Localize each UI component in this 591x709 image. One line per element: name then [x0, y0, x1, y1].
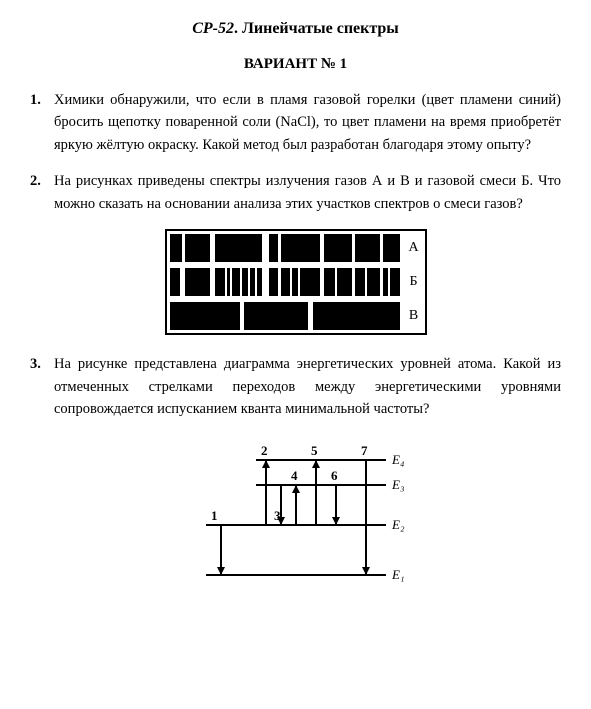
arrowhead-icon	[217, 567, 225, 575]
spectrum-label: Б	[403, 274, 425, 290]
spectral-line	[210, 268, 215, 296]
spectrum-bar	[170, 234, 400, 262]
spectral-line	[352, 234, 355, 262]
spectral-line	[298, 268, 300, 296]
arrowhead-icon	[332, 517, 340, 525]
question-3: 3. На рисунке представлена диаграмма эне…	[30, 353, 561, 420]
spectra-box: А Б В	[165, 229, 427, 335]
energy-diagram: E₁ E₂ E₃ E₄ 1 2 3 456 7	[166, 435, 426, 585]
spectrum-bar	[170, 302, 400, 330]
spectral-line	[182, 234, 185, 262]
energy-level-label: E₂	[391, 517, 405, 532]
spectral-line	[365, 268, 367, 296]
spectrum-bar	[170, 268, 400, 296]
arrow-number: 4	[291, 468, 298, 483]
spectral-line	[320, 234, 324, 262]
spectral-line	[380, 234, 383, 262]
page: СР-52. Линейчатые спектры ВАРИАНТ № 1 1.…	[0, 0, 591, 623]
spectral-line	[230, 268, 232, 296]
arrow-number: 2	[261, 443, 268, 458]
question-text: Химики обнаружили, что если в пламя газо…	[54, 89, 561, 156]
arrowhead-icon	[312, 460, 320, 468]
question-text: На рисунках приведены спектры излучения …	[54, 170, 561, 215]
arrowhead-icon	[362, 567, 370, 575]
spectrum-label: В	[403, 308, 425, 324]
spectral-line	[320, 268, 324, 296]
spectra-figure: А Б В	[30, 229, 561, 335]
page-title: СР-52. Линейчатые спектры	[30, 20, 561, 38]
question-num: 1.	[30, 89, 54, 156]
arrowhead-icon	[292, 485, 300, 493]
arrow-number: 3	[274, 508, 281, 523]
spectral-line	[255, 268, 257, 296]
spectral-line	[352, 268, 355, 296]
question-2: 2. На рисунках приведены спектры излучен…	[30, 170, 561, 215]
energy-diagram-figure: E₁ E₂ E₃ E₄ 1 2 3 456 7	[30, 435, 561, 585]
question-text: На рисунке представлена диаграмма энерге…	[54, 353, 561, 420]
spectral-line	[240, 302, 244, 330]
question-num: 2.	[30, 170, 54, 215]
spectral-line	[335, 268, 337, 296]
spectral-line	[182, 268, 185, 296]
arrow-number: 6	[331, 468, 338, 483]
header-code: СР-52	[192, 20, 234, 37]
spectral-line	[308, 302, 313, 330]
arrow-number: 5	[311, 443, 318, 458]
energy-level-label: E₄	[391, 452, 405, 467]
variant-label: ВАРИАНТ № 1	[30, 56, 561, 73]
spectral-line	[290, 268, 292, 296]
arrow-number: 7	[361, 443, 368, 458]
question-num: 3.	[30, 353, 54, 420]
header-title: Линейчатые спектры	[242, 20, 399, 37]
spectral-line	[225, 268, 227, 296]
spectrum-row: Б	[167, 265, 425, 299]
energy-level-label: E₁	[391, 567, 404, 582]
question-1: 1. Химики обнаружили, что если в пламя г…	[30, 89, 561, 156]
arrowhead-icon	[262, 460, 270, 468]
spectral-line	[210, 234, 215, 262]
header-sep: .	[234, 20, 242, 37]
spectral-line	[388, 268, 390, 296]
spectral-line	[278, 234, 281, 262]
spectrum-row: А	[167, 231, 425, 265]
spectral-line	[262, 234, 269, 262]
spectral-line	[262, 268, 269, 296]
spectrum-row: В	[167, 299, 425, 333]
spectral-line	[278, 268, 281, 296]
spectrum-label: А	[403, 240, 425, 256]
spectral-line	[380, 268, 383, 296]
spectral-line	[248, 268, 250, 296]
spectral-line	[240, 268, 242, 296]
arrow-number: 1	[211, 508, 218, 523]
energy-level-label: E₃	[391, 477, 404, 492]
